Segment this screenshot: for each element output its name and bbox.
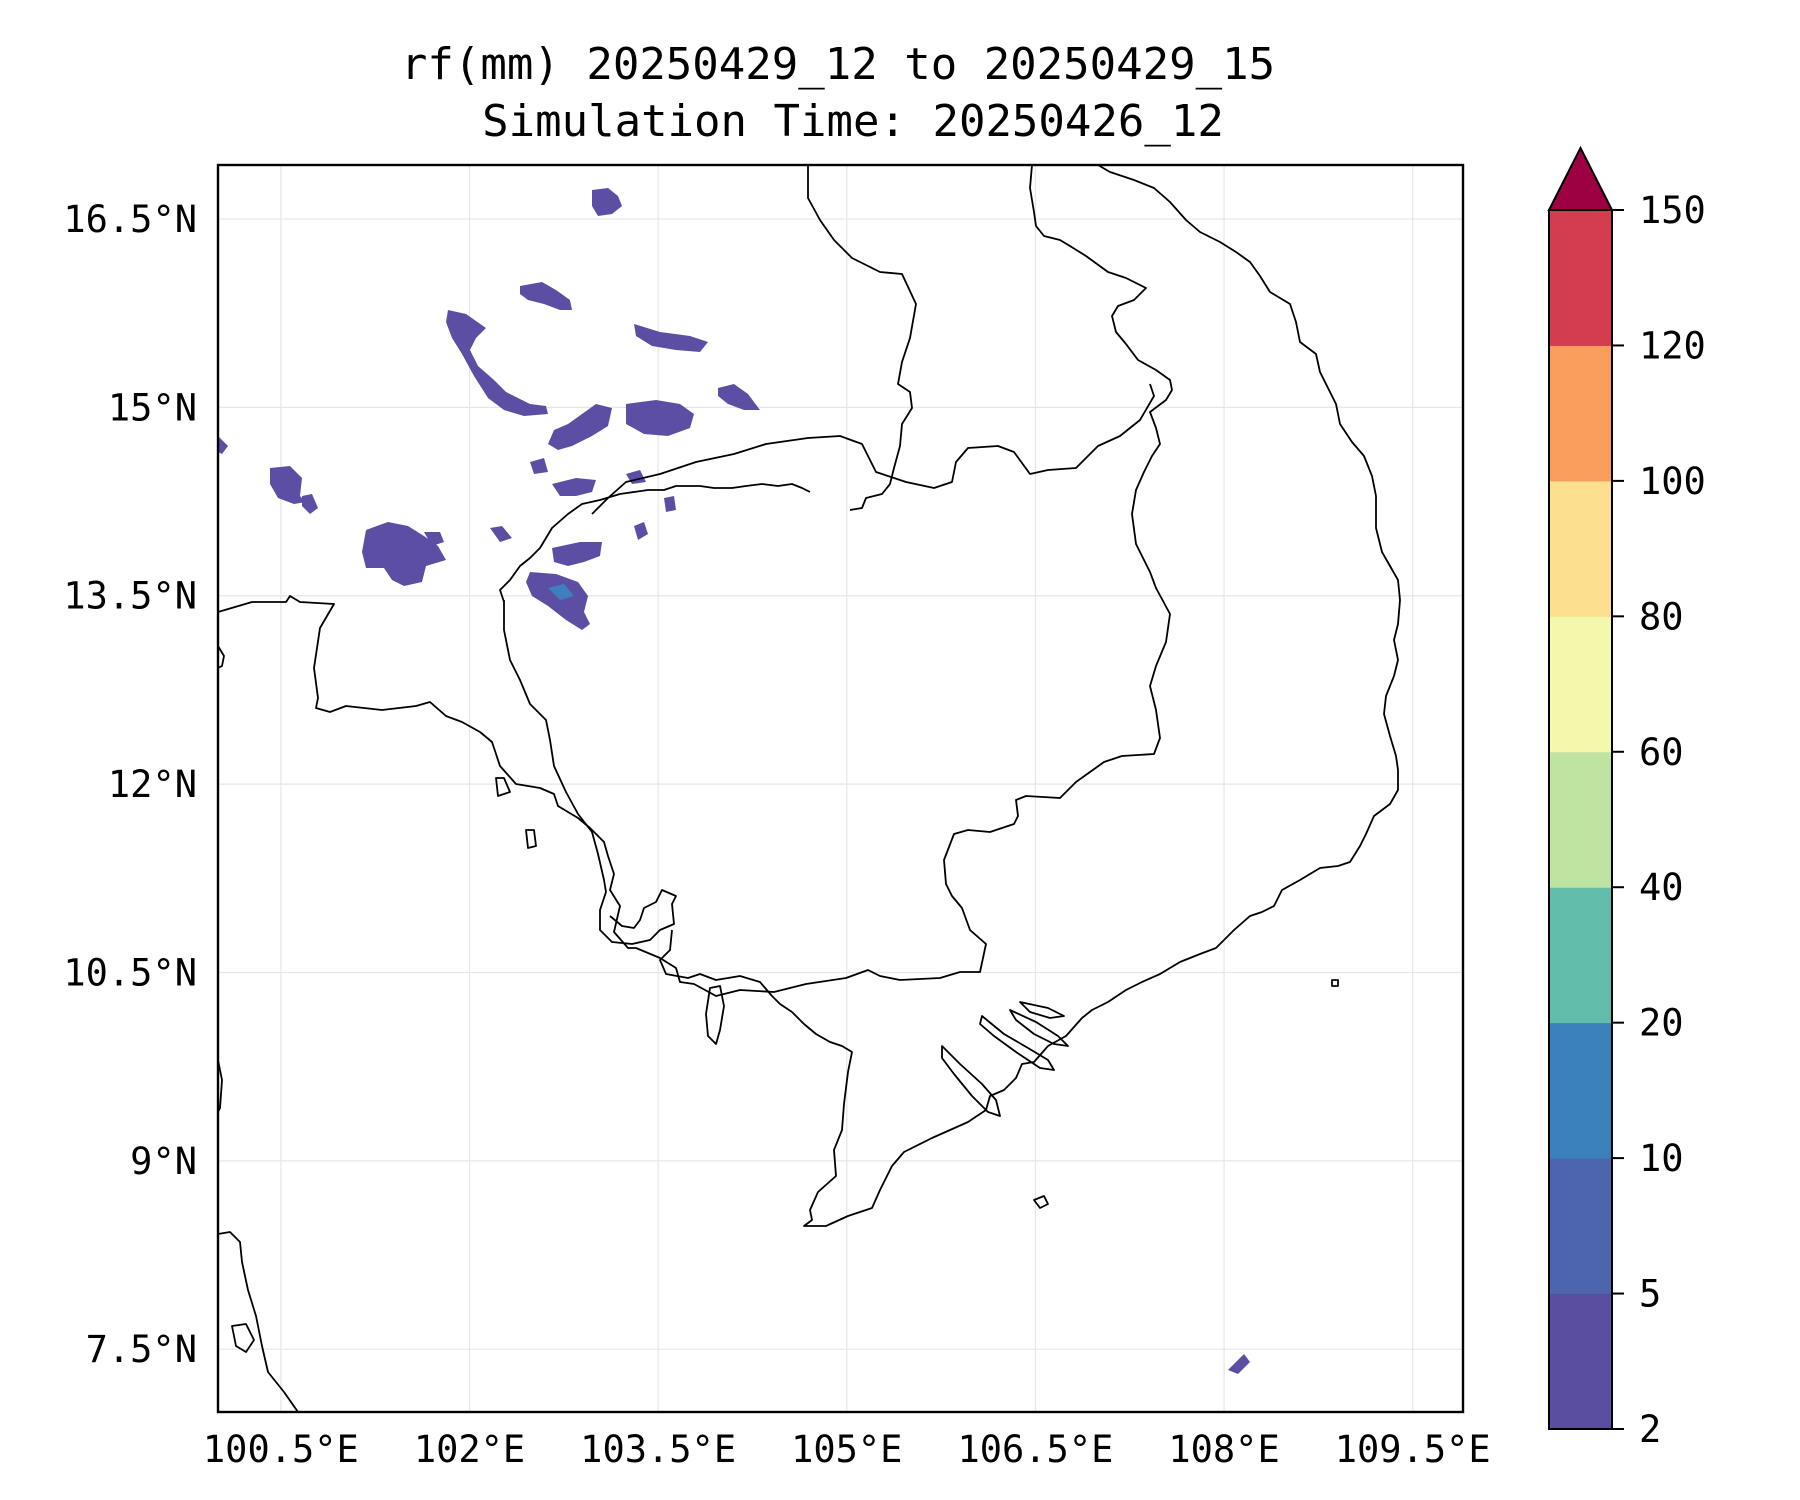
rain-patch [446,310,548,416]
rain-patch [520,282,572,310]
rain-patch [490,526,512,542]
colorbar-tick-label: 20 [1639,1002,1684,1045]
rain-patch [530,458,548,474]
rain-patch [626,400,694,436]
map-panel [216,163,1465,1414]
lat-tick-label: 12°N [108,763,197,806]
colorbar-tick-label: 150 [1639,189,1706,232]
lat-tick-label: 15°N [108,386,197,429]
gridlines [218,165,1463,1412]
lat-tick-label: 10.5°N [63,951,197,994]
colorbar-tick-label: 5 [1639,1273,1661,1316]
rain-patch [362,522,446,586]
rain-patch [664,496,676,512]
rain-patch [302,494,318,514]
colorbar-extend-arrow [1547,145,1614,211]
rain-patch [552,478,596,496]
coast-line [217,1231,299,1413]
island [1331,979,1339,987]
rain-patch [634,522,648,540]
colorbar-tick-label: 100 [1639,460,1706,503]
colorbar: 2 5 10 20 40 60 80 100 120 150 [1547,145,1706,1451]
colorbar-tick-label: 2 [1639,1408,1661,1451]
border-line [217,164,1173,997]
rain-patch [526,572,590,630]
rain-patch [1228,1354,1250,1374]
border-line [591,383,1155,515]
colorbar-tick-label: 120 [1639,324,1706,367]
rain-patch [218,436,228,454]
coast-line [659,164,1401,1227]
rain-patch [270,466,306,504]
map-background [218,165,1463,1412]
colorbar-segment [1549,1293,1612,1430]
rain-patch [552,542,602,566]
lat-tick-label: 13.5°N [63,575,197,618]
rain-core [548,584,574,600]
coast-line [217,645,225,669]
island [495,777,511,797]
lon-tick-label: 103.5°E [580,1428,736,1471]
lon-tick-label: 108°E [1168,1428,1279,1471]
rain-patch [634,324,708,352]
lat-tick-label: 7.5°N [86,1328,197,1371]
rainfall-cores [548,584,574,600]
coast-line [979,1015,1055,1071]
coast-line [1019,1001,1065,1019]
colorbar-frame [1548,209,1613,1430]
border-line [807,165,917,511]
coast-line [231,1323,255,1353]
island [525,829,537,849]
colorbar-segment [1549,210,1612,346]
coast-line [941,1045,1001,1117]
coast-line [503,600,607,893]
map-title: rf(mm) 20250429_12 to 20250429_15 [401,39,1275,90]
lon-tick-label: 105°E [791,1428,902,1471]
colorbar-tick-label: 60 [1639,731,1684,774]
lon-tick-label: 102°E [414,1428,525,1471]
colorbar-segment [1549,1158,1612,1295]
colorbar-segment [1549,345,1612,482]
lat-tick-label: 9°N [130,1140,197,1183]
coast-line [599,889,677,945]
rain-patch [548,404,612,450]
colorbar-tick-label: 40 [1639,866,1684,909]
colorbar-tick-label: 10 [1639,1137,1684,1180]
colorbar-segment [1549,480,1612,617]
lon-tick-label: 109.5°E [1335,1428,1491,1471]
lon-tick-label: 106.5°E [957,1428,1113,1471]
country-borders [217,164,1401,1413]
colorbar-tick-label: 80 [1639,595,1684,638]
colorbar-segment [1549,887,1612,1024]
rain-patch [592,188,622,216]
rain-patch [424,532,444,546]
island [705,985,725,1045]
coast-line [1009,1009,1069,1047]
rain-patch [718,384,760,410]
border-line [499,483,811,603]
colorbar-segment [1549,751,1612,888]
lat-tick-label: 16.5°N [63,198,197,241]
map-frame [216,163,1465,1414]
island [1033,1195,1049,1209]
colorbar-segment [1549,1022,1612,1159]
latitude-axis: 16.5°N 15°N 13.5°N 12°N 10.5°N 9°N 7.5°N [63,198,197,1371]
colorbar-segment [1549,616,1612,753]
map-subtitle: Simulation Time: 20250426_12 [482,96,1224,147]
longitude-axis: 100.5°E 102°E 103.5°E 105°E 106.5°E 108°E 109.… [203,1428,1491,1471]
lon-tick-label: 100.5°E [203,1428,359,1471]
rainfall-areas [218,188,1250,1374]
